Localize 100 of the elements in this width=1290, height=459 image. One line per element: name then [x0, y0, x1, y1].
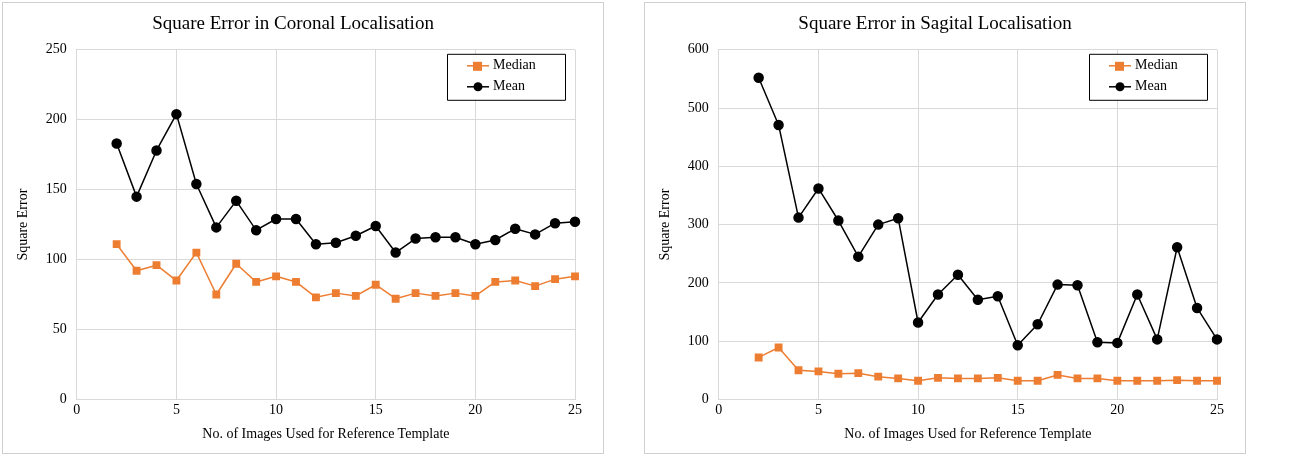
point: [834, 369, 843, 378]
point: [531, 282, 540, 291]
chart-title: Square Error in Sagital Localisation: [798, 12, 1073, 34]
x-tick-label: 5: [172, 402, 180, 418]
point: [892, 212, 904, 224]
point: [290, 213, 302, 225]
point: [912, 317, 924, 328]
point: [312, 293, 320, 302]
point: [1213, 376, 1221, 385]
point: [914, 376, 923, 385]
point: [1211, 334, 1223, 345]
point: [132, 266, 141, 275]
point: [431, 291, 440, 300]
point: [833, 215, 844, 226]
point: [152, 261, 161, 270]
point: [191, 178, 202, 190]
x-tick-label: 20: [1110, 402, 1125, 418]
point: [932, 289, 944, 300]
point: [391, 294, 400, 303]
point: [794, 366, 803, 375]
chart-title: Square Error in Coronal Localisation: [152, 12, 435, 34]
point: [1052, 279, 1063, 290]
point: [1171, 242, 1183, 253]
x-tick-label: 10: [911, 402, 926, 418]
x-tick-label: 0: [715, 402, 723, 418]
point: [411, 289, 420, 298]
point: [952, 269, 964, 280]
y-tick-label: 100: [687, 332, 709, 348]
point: [171, 108, 182, 120]
point: [250, 224, 262, 236]
point: [1193, 376, 1201, 385]
point: [529, 229, 541, 240]
point: [853, 251, 864, 262]
y-tick-label: 0: [701, 391, 709, 407]
point: [1191, 302, 1203, 314]
point: [451, 289, 460, 298]
y-tick-label: 600: [687, 41, 709, 57]
y-tick-label: 200: [687, 274, 709, 290]
point: [894, 374, 903, 383]
point: [252, 278, 261, 286]
point: [1033, 376, 1042, 385]
point: [490, 234, 501, 246]
y-tick-label: 50: [52, 321, 67, 337]
point: [371, 280, 380, 289]
point: [491, 278, 500, 286]
point: [310, 238, 322, 250]
point: [993, 373, 1002, 382]
x-tick-label: 0: [73, 402, 81, 418]
x-tick-label: 25: [568, 402, 582, 418]
point: [112, 240, 121, 249]
point: [230, 195, 242, 207]
legend-label: Median: [1135, 57, 1178, 73]
x-tick-label: 10: [269, 402, 284, 418]
x-tick-label: 20: [468, 402, 483, 418]
point: [131, 191, 142, 202]
point: [1053, 371, 1062, 379]
legend-label: Mean: [1135, 78, 1167, 94]
point: [111, 138, 122, 149]
point: [151, 145, 162, 156]
point: [430, 231, 441, 243]
legend-label: Median: [493, 57, 536, 73]
point: [1112, 337, 1123, 349]
point: [774, 343, 783, 352]
y-tick-label: 500: [687, 99, 709, 115]
point: [292, 278, 300, 286]
point: [854, 369, 863, 378]
point: [330, 237, 342, 249]
y-axis-title: Square Error: [15, 188, 31, 261]
point: [270, 213, 282, 225]
point: [509, 223, 521, 235]
point: [331, 289, 340, 298]
point: [1133, 376, 1142, 385]
y-axis-title: Square Error: [657, 188, 673, 261]
point: [1012, 339, 1023, 351]
y-tick-label: 200: [45, 111, 67, 127]
y-tick-label: 100: [45, 251, 67, 267]
y-tick-label: 0: [59, 391, 67, 407]
x-tick-label: 25: [1210, 402, 1224, 418]
point: [551, 275, 559, 284]
point: [793, 212, 804, 223]
point: [872, 219, 884, 230]
point: [1013, 376, 1022, 385]
point: [972, 294, 984, 306]
point: [232, 259, 241, 268]
point: [450, 231, 461, 243]
point: [1073, 374, 1082, 383]
point: [192, 248, 201, 257]
point: [351, 291, 360, 300]
x-axis-title: No. of Images Used for Reference Template: [202, 426, 450, 442]
y-tick-label: 300: [687, 216, 709, 232]
point: [992, 291, 1004, 302]
point: [1093, 374, 1102, 383]
point: [212, 290, 221, 299]
point: [410, 233, 421, 244]
point: [1113, 376, 1122, 385]
point: [954, 374, 962, 383]
point: [569, 216, 581, 228]
y-tick-label: 250: [45, 41, 67, 57]
point: [272, 272, 281, 281]
point: [934, 373, 942, 382]
